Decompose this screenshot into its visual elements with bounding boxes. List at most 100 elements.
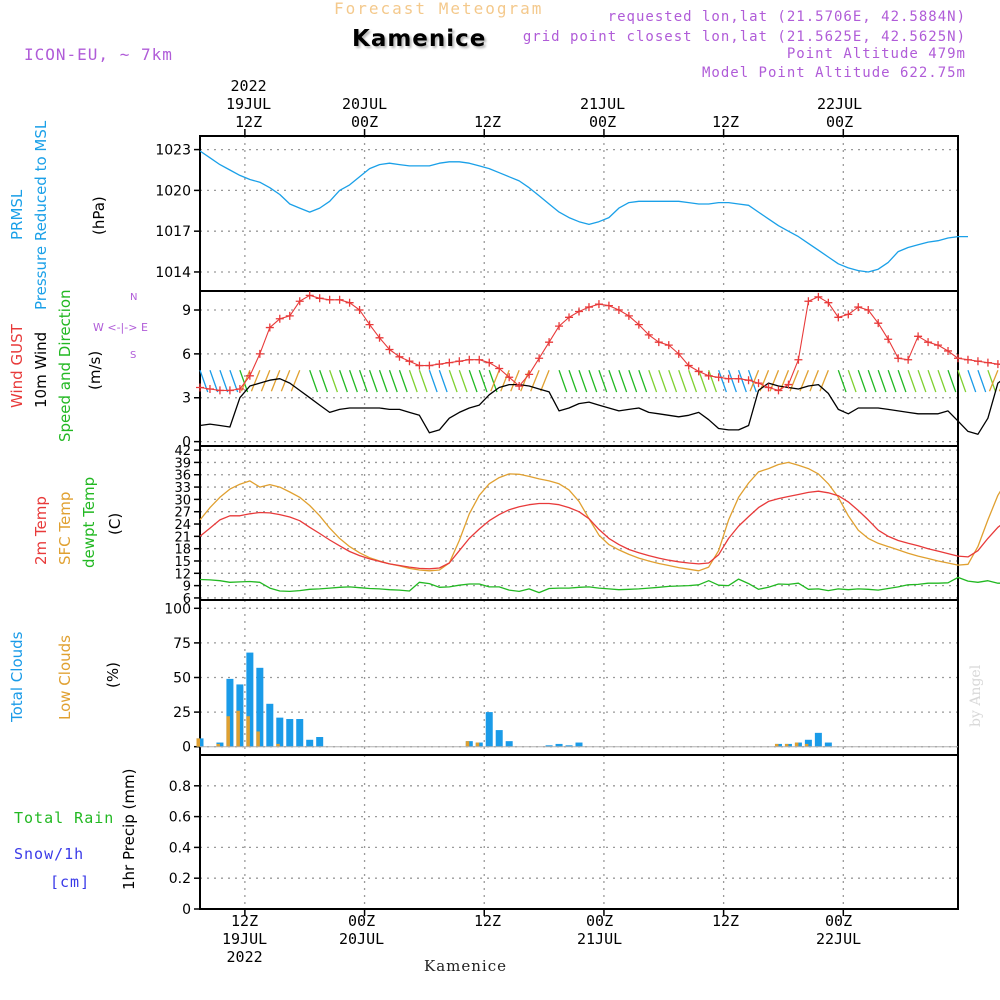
wind-gust-marker xyxy=(355,306,364,315)
wind-direction-arrow xyxy=(568,369,578,393)
compass-north: N xyxy=(130,292,137,303)
top-time-label: 22JUL 00Z xyxy=(817,95,863,131)
wind-direction-arrow xyxy=(618,369,628,393)
wind-gust-marker xyxy=(834,313,843,322)
wind-gust-marker xyxy=(455,357,464,366)
wind-direction-arrow xyxy=(510,369,520,392)
wind-gust-marker xyxy=(265,323,274,332)
y-tick-label: 1023 xyxy=(155,143,191,159)
low-clouds-bar xyxy=(196,738,200,747)
wind-gust-marker xyxy=(325,295,334,304)
wind-gust-marker xyxy=(255,349,264,358)
wind-direction-arrow xyxy=(290,369,301,392)
wind-gust-marker xyxy=(495,364,504,373)
y-tick-label: 1014 xyxy=(155,265,191,281)
y-tick-label: 75 xyxy=(173,636,191,652)
wind-gust-marker xyxy=(345,298,354,307)
wind-direction-arrow xyxy=(927,369,937,393)
wind-direction-arrow xyxy=(779,369,790,392)
wind-gust-marker xyxy=(545,338,554,347)
low-clouds-bar xyxy=(236,710,240,747)
wind-direction-arrow xyxy=(678,369,688,393)
wind-direction-arrow xyxy=(398,369,408,393)
wind-gust-marker xyxy=(924,338,933,347)
wind-direction-arrow xyxy=(329,369,338,393)
wind-direction-arrow xyxy=(219,369,229,393)
wind-gust-marker xyxy=(485,358,494,367)
wind-gust-marker xyxy=(894,354,903,363)
wind-direction-arrow xyxy=(540,369,550,392)
wind-gust-marker xyxy=(614,306,623,315)
low-clouds-bar xyxy=(276,743,280,747)
top-time-label: 2022 19JUL 12Z xyxy=(226,77,272,131)
y-tick-label: 30 xyxy=(174,493,191,508)
y-tick-label: 3 xyxy=(182,391,191,407)
y-tick-label: 0.8 xyxy=(169,779,191,795)
wind-direction-arrow xyxy=(708,369,717,393)
wind-gust-marker xyxy=(555,322,564,331)
wind-gust-marker xyxy=(774,386,783,395)
y-tick-label: 21 xyxy=(174,530,191,545)
wind-direction-arrow xyxy=(957,369,967,393)
wind-gust-marker xyxy=(934,341,943,350)
wind-direction-arrow xyxy=(638,369,648,393)
total-clouds-bar xyxy=(555,743,563,747)
total-clouds-bar xyxy=(296,719,304,747)
total-clouds-bar xyxy=(286,719,294,747)
wind-direction-arrow xyxy=(478,369,488,393)
y-tick-label: 24 xyxy=(174,518,191,533)
wind-gust-marker xyxy=(884,335,893,344)
total-clouds-bar xyxy=(316,737,324,747)
low-clouds-bar xyxy=(794,742,799,747)
wind-direction-arrow xyxy=(418,369,428,393)
compass-legend: W <-|-> E xyxy=(93,321,148,334)
wind-direction-arrow xyxy=(727,369,737,393)
y-tick-label: 9 xyxy=(183,580,191,595)
total-clouds-bar xyxy=(575,742,583,747)
y-tick-label: 1020 xyxy=(155,183,191,199)
wind-direction-arrow xyxy=(608,369,618,393)
wind-gust-marker xyxy=(594,300,603,309)
wind-direction-arrow xyxy=(388,369,398,393)
total-clouds-bar xyxy=(505,741,513,747)
wind-gust-marker xyxy=(295,297,304,306)
y-tick-label: 0.2 xyxy=(169,871,191,887)
wind-direction-arrow xyxy=(648,369,658,393)
wind-direction-arrow xyxy=(319,369,329,393)
grid-point-coords: grid point closest lon,lat (21.5625E, 42… xyxy=(522,29,966,45)
total-rain-label: Total Rain xyxy=(14,809,115,827)
wind-gust-marker xyxy=(604,301,613,310)
wind-gust-marker xyxy=(285,311,294,320)
wind-gust-marker xyxy=(764,383,773,392)
wind-gust-marker xyxy=(535,354,544,363)
wind-direction-arrow xyxy=(698,369,708,393)
bottom-time-label: 12Z xyxy=(474,912,502,930)
top-time-label: 12Z xyxy=(474,113,502,131)
wind-gust-marker xyxy=(235,384,244,393)
y-tick-label: 6 xyxy=(183,592,191,607)
wind-direction-arrow xyxy=(530,369,540,392)
wind-gust-marker xyxy=(724,374,733,383)
wind-direction-arrow xyxy=(907,369,917,393)
wind-gust-marker xyxy=(584,303,593,312)
total-clouds-bar xyxy=(814,732,822,747)
total-clouds-bar xyxy=(824,742,832,747)
wind-gust-marker xyxy=(395,352,404,361)
wind-direction-arrow xyxy=(887,369,897,393)
wind-direction-arrow xyxy=(598,369,608,393)
wind-gust-marker xyxy=(505,373,514,382)
top-time-label: 20JUL 00Z xyxy=(342,95,388,131)
wind-gust-marker xyxy=(744,376,753,385)
wind-gust-marker xyxy=(525,370,534,379)
low-clouds-bar xyxy=(465,741,470,747)
y-tick-label: 0 xyxy=(182,740,191,756)
wind-direction-arrow xyxy=(408,369,418,393)
wind-gust-marker xyxy=(365,320,374,329)
y-tick-label: 33 xyxy=(174,481,191,496)
low-clouds-bar xyxy=(256,731,260,747)
wind-gust-marker xyxy=(515,382,524,391)
wind-direction-arrow xyxy=(358,369,368,393)
wind-gust-marker xyxy=(664,341,673,350)
wind-gust-marker xyxy=(694,367,703,376)
panel-frame-pressure xyxy=(199,135,959,292)
